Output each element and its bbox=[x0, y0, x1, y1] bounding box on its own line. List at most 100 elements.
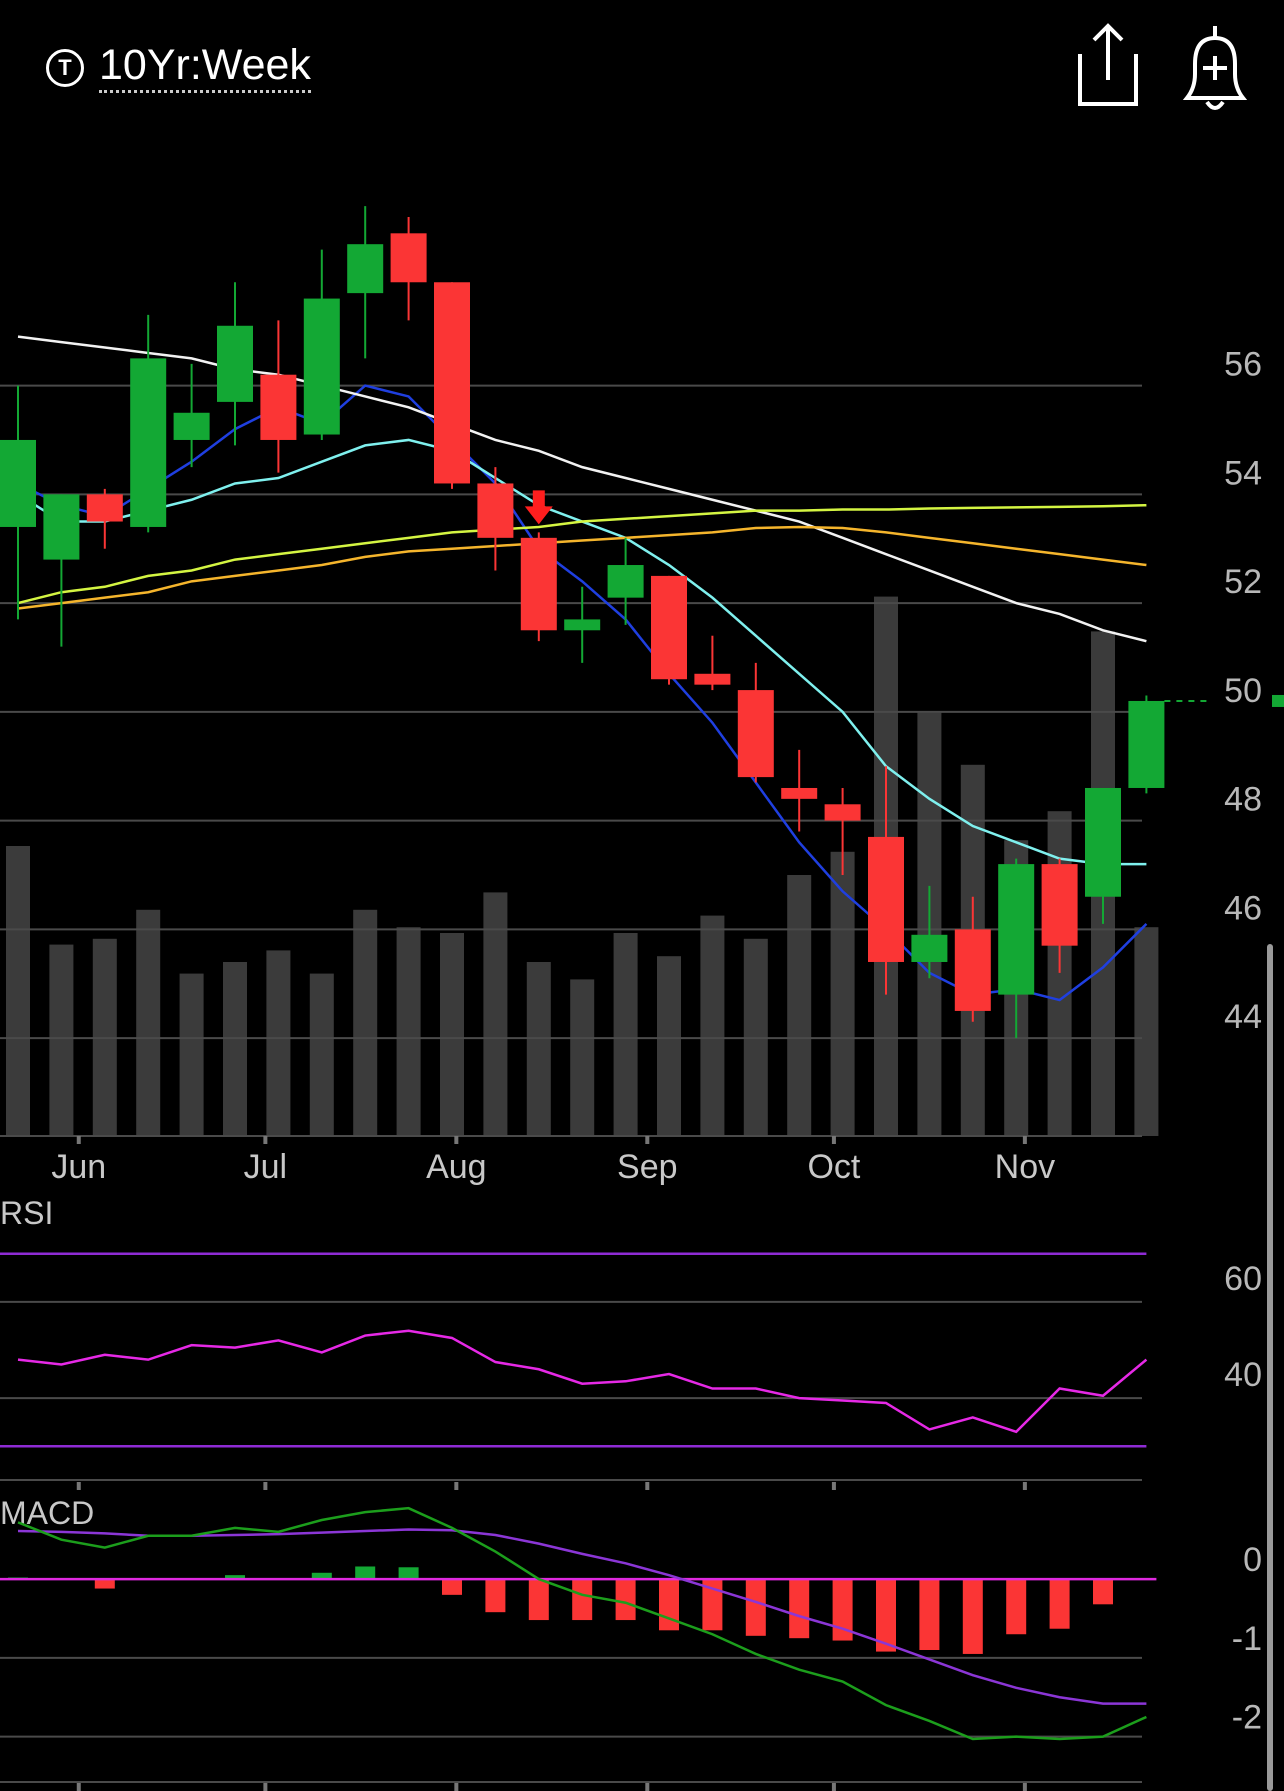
candle-down bbox=[477, 483, 514, 538]
price-tick-label: 50 bbox=[1224, 672, 1262, 710]
macd-histogram-bar bbox=[876, 1579, 896, 1652]
price-tick-label: 48 bbox=[1224, 781, 1262, 819]
candle-up bbox=[998, 864, 1035, 995]
month-label: Aug bbox=[426, 1148, 487, 1186]
volume-bar bbox=[787, 875, 812, 1136]
macd-histogram-bar bbox=[311, 1572, 332, 1580]
volume-bar bbox=[700, 915, 725, 1136]
macd-histogram-bar bbox=[919, 1579, 940, 1650]
macd-histogram-bar bbox=[789, 1579, 810, 1639]
candle-down bbox=[824, 804, 861, 821]
month-label: Jun bbox=[51, 1148, 106, 1186]
macd-histogram-bar bbox=[702, 1579, 723, 1631]
macd-histogram-bar bbox=[442, 1579, 462, 1595]
macd-histogram-bar bbox=[398, 1567, 419, 1580]
share-icon bbox=[1078, 23, 1138, 106]
month-label: Nov bbox=[995, 1148, 1055, 1186]
macd-histogram-bar bbox=[528, 1579, 549, 1621]
price-tick-label: 54 bbox=[1224, 454, 1262, 492]
volume-bar bbox=[49, 944, 74, 1136]
bell-plus-icon bbox=[1182, 26, 1248, 110]
macd-histogram-bar bbox=[225, 1575, 245, 1580]
volume-bar bbox=[136, 909, 161, 1136]
macd-title: MACD bbox=[0, 1495, 94, 1531]
macd-histogram-bar bbox=[1093, 1579, 1113, 1605]
candle-down bbox=[434, 282, 470, 484]
volume-bar bbox=[396, 927, 421, 1136]
chart-title: 10Yr:Week bbox=[99, 42, 311, 93]
candle-up bbox=[173, 412, 210, 440]
candle-up bbox=[130, 358, 167, 527]
candle-down bbox=[954, 929, 991, 1011]
volume-bars bbox=[6, 596, 1159, 1136]
volume-bar bbox=[353, 909, 378, 1136]
sell-signal-arrow-icon bbox=[524, 490, 553, 525]
volume-bar bbox=[179, 973, 204, 1136]
macd-histogram-bar bbox=[485, 1579, 506, 1613]
top-bar: T 10Yr:Week bbox=[0, 0, 1284, 130]
candle-up bbox=[564, 619, 601, 631]
rsi-tick-label: 60 bbox=[1224, 1260, 1262, 1298]
month-label: Jul bbox=[244, 1148, 287, 1186]
macd-histogram-bar bbox=[572, 1579, 593, 1621]
candle-up bbox=[43, 494, 80, 560]
month-label: Sep bbox=[617, 1148, 678, 1186]
candles bbox=[0, 206, 1165, 1039]
moving-average-line bbox=[17, 335, 1147, 643]
candle-down bbox=[390, 233, 427, 283]
candle-down bbox=[694, 673, 731, 685]
volume-bar bbox=[613, 933, 638, 1136]
candle-up bbox=[0, 439, 36, 527]
macd-histogram-bar bbox=[615, 1579, 636, 1621]
volume-bar bbox=[440, 933, 464, 1136]
rsi-line bbox=[17, 1329, 1148, 1434]
vertical-scrollbar[interactable] bbox=[1267, 944, 1273, 1791]
share-button[interactable] bbox=[1060, 22, 1160, 112]
candle-down bbox=[868, 836, 904, 962]
candle-down bbox=[737, 690, 774, 778]
month-label: Oct bbox=[807, 1148, 860, 1186]
macd-histogram-bar bbox=[832, 1579, 853, 1641]
price-tick-label: 52 bbox=[1224, 563, 1262, 601]
candle-up bbox=[911, 934, 948, 962]
volume-bar bbox=[570, 979, 595, 1136]
macd-histogram-bar bbox=[962, 1579, 983, 1654]
volume-bar bbox=[830, 851, 855, 1136]
macd-tick-label: -2 bbox=[1232, 1699, 1262, 1737]
add-alert-button[interactable] bbox=[1165, 22, 1265, 112]
macd-histogram-bar bbox=[745, 1579, 766, 1636]
macd-histogram-bar bbox=[1049, 1579, 1070, 1629]
rsi-tick-label: 40 bbox=[1224, 1356, 1262, 1394]
candle-down bbox=[260, 374, 297, 440]
volume-bar bbox=[657, 956, 681, 1136]
macd-tick-label: -1 bbox=[1232, 1620, 1262, 1658]
candle-down bbox=[520, 537, 557, 631]
volume-bar bbox=[526, 962, 551, 1136]
last-price-marker bbox=[1272, 694, 1284, 707]
volume-bar bbox=[1134, 927, 1159, 1136]
macd-line bbox=[17, 1506, 1147, 1741]
candle-down bbox=[781, 787, 818, 799]
candle-up bbox=[1085, 787, 1121, 897]
macd-histogram-bar bbox=[355, 1566, 376, 1580]
price-tick-label: 56 bbox=[1224, 346, 1262, 384]
volume-bar bbox=[483, 892, 508, 1136]
candle-down bbox=[86, 494, 123, 522]
price-tick-label: 44 bbox=[1224, 998, 1262, 1036]
candle-up bbox=[303, 298, 340, 435]
candle-up bbox=[1128, 700, 1165, 788]
ticker-circle-icon: T bbox=[46, 48, 84, 87]
candle-down bbox=[1041, 864, 1078, 946]
volume-bar bbox=[309, 973, 334, 1136]
macd-signal-line bbox=[17, 1528, 1147, 1705]
candle-up bbox=[217, 325, 253, 402]
symbol-selector[interactable]: T 10Yr:Week bbox=[46, 42, 311, 93]
macd-histogram-bar bbox=[94, 1579, 115, 1589]
macd-histogram-bar bbox=[1006, 1579, 1027, 1635]
moving-average-line bbox=[17, 525, 1147, 610]
moving-average-line bbox=[17, 503, 1147, 605]
candle-down bbox=[651, 575, 687, 680]
volume-bar bbox=[266, 950, 291, 1136]
candle-up bbox=[607, 565, 644, 598]
